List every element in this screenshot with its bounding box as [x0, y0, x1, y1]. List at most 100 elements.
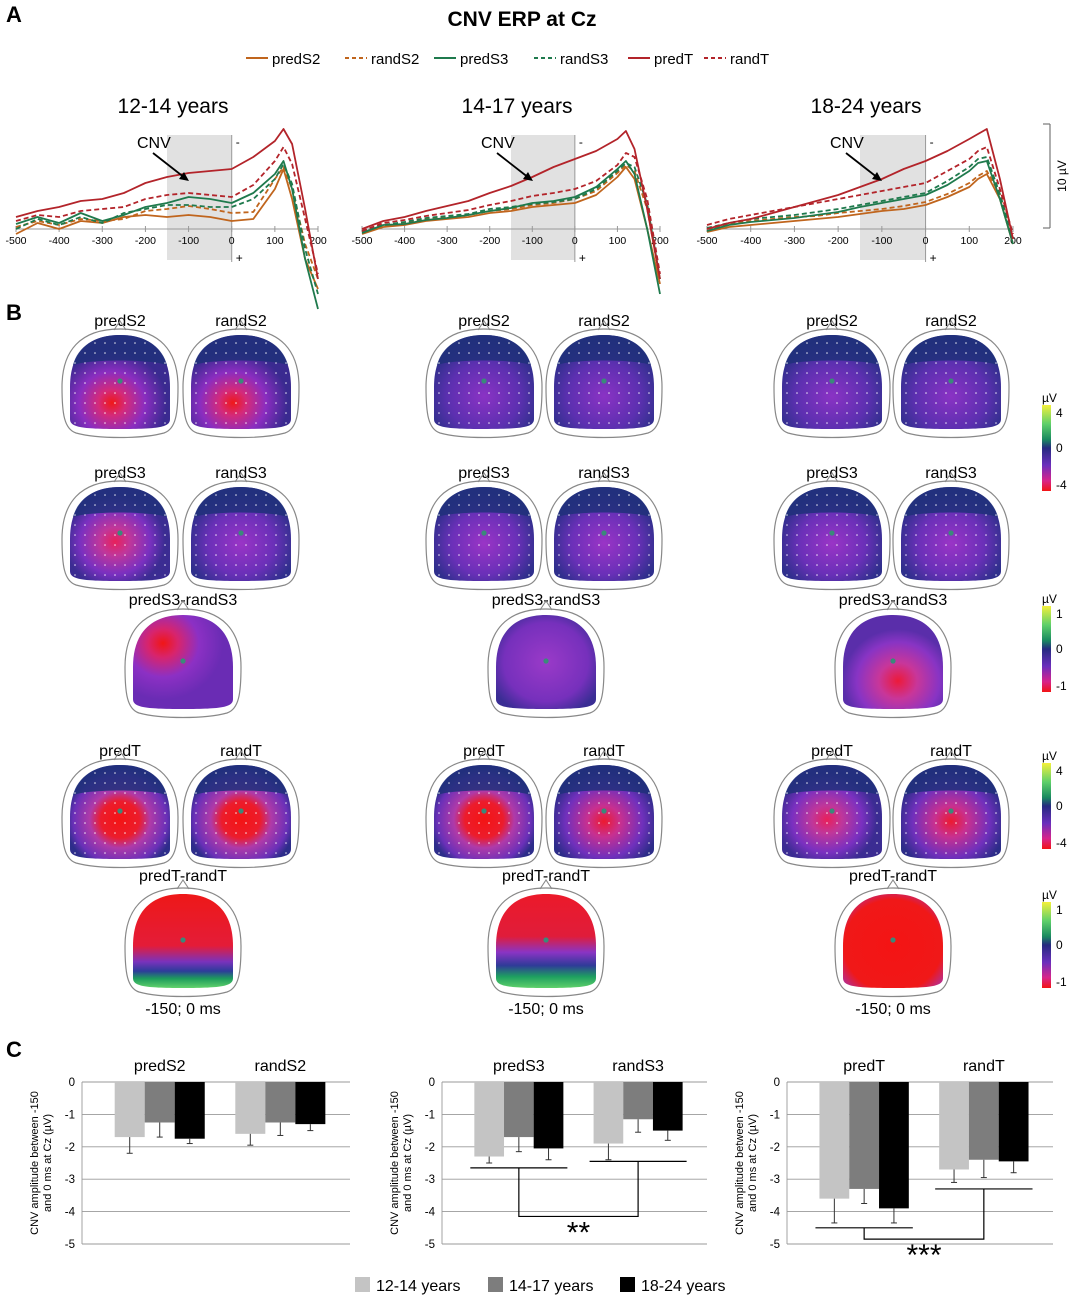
- electrode: [205, 544, 207, 546]
- electrode: [124, 772, 126, 774]
- electrode: [598, 362, 600, 364]
- bar-randS3-1: [623, 1082, 653, 1120]
- electrode: [975, 494, 977, 496]
- electrode: [74, 524, 76, 526]
- electrode: [628, 792, 630, 794]
- electrode: [965, 812, 967, 814]
- electrode: [816, 782, 818, 784]
- electrode: [255, 412, 257, 414]
- electrode: [245, 362, 247, 364]
- electrode: [195, 574, 197, 576]
- electrode: [786, 574, 788, 576]
- electrode: [275, 514, 277, 516]
- electrode: [935, 852, 937, 854]
- electrode: [508, 544, 510, 546]
- electrode: [265, 372, 267, 374]
- electrode: [826, 554, 828, 556]
- topomap-randS3: [892, 472, 1010, 591]
- electrode: [275, 564, 277, 566]
- electrode: [134, 494, 136, 496]
- electrode: [438, 524, 440, 526]
- electrode: [195, 514, 197, 516]
- erp-series-randS3: [15, 163, 319, 295]
- electrode: [826, 802, 828, 804]
- bar-legend-entry: 12-14 years: [355, 1277, 461, 1295]
- electrode: [448, 564, 450, 566]
- electrode: [458, 412, 460, 414]
- electrode: [638, 402, 640, 404]
- electrode-grid: [438, 494, 530, 576]
- electrode: [104, 494, 106, 496]
- time-window-label: -150; 0 ms: [508, 1001, 584, 1018]
- electrode: [74, 792, 76, 794]
- electrode: [438, 852, 440, 854]
- electrode: [124, 412, 126, 414]
- electrode: [488, 392, 490, 394]
- electrode: [488, 574, 490, 576]
- frontal-band: [73, 487, 167, 517]
- electrode: [438, 372, 440, 374]
- bar-predT-0: [819, 1082, 850, 1199]
- electrode: [648, 514, 650, 516]
- electrode: [518, 412, 520, 414]
- electrode: [648, 792, 650, 794]
- electrode: [618, 422, 620, 424]
- electrode: [528, 412, 530, 414]
- electrode: [638, 362, 640, 364]
- electrode: [235, 402, 237, 404]
- electrode: [94, 402, 96, 404]
- electrode: [558, 792, 560, 794]
- electrode: [935, 792, 937, 794]
- electrode: [205, 382, 207, 384]
- electrode: [995, 342, 997, 344]
- colorbar-tick: -1: [1056, 679, 1067, 693]
- electrode: [955, 392, 957, 394]
- electrode: [205, 792, 207, 794]
- electrode: [856, 524, 858, 526]
- electrode: [806, 554, 808, 556]
- electrode-grid: [74, 342, 166, 424]
- electrode: [448, 402, 450, 404]
- electrode: [578, 782, 580, 784]
- electrode: [588, 534, 590, 536]
- electrode: [205, 524, 207, 526]
- electrode: [915, 812, 917, 814]
- electrode-grid: [438, 772, 530, 854]
- electrode: [518, 534, 520, 536]
- electrode: [508, 574, 510, 576]
- nose: [477, 750, 491, 761]
- electrode: [876, 564, 878, 566]
- electrode: [104, 524, 106, 526]
- electrode: [235, 554, 237, 556]
- electrode: [205, 852, 207, 854]
- electrode: [114, 342, 116, 344]
- electrode: [628, 422, 630, 424]
- electrode: [866, 832, 868, 834]
- electrode: [598, 524, 600, 526]
- electrode: [458, 792, 460, 794]
- electrode: [915, 412, 917, 414]
- electrode: [876, 842, 878, 844]
- electrode: [866, 544, 868, 546]
- electrode: [134, 412, 136, 414]
- electrode: [558, 832, 560, 834]
- electrode: [235, 342, 237, 344]
- electrode: [235, 792, 237, 794]
- electrode: [558, 402, 560, 404]
- cz-marker: [890, 658, 896, 664]
- electrode: [154, 544, 156, 546]
- bar-predS2-1: [144, 1082, 175, 1123]
- electrode: [478, 842, 480, 844]
- electrode: [846, 822, 848, 824]
- electrode: [245, 842, 247, 844]
- electrode: [215, 772, 217, 774]
- electrode: [796, 352, 798, 354]
- electrode: [195, 524, 197, 526]
- electrode: [195, 534, 197, 536]
- electrode: [856, 352, 858, 354]
- electrode: [628, 574, 630, 576]
- electrode: [648, 372, 650, 374]
- electrode: [608, 362, 610, 364]
